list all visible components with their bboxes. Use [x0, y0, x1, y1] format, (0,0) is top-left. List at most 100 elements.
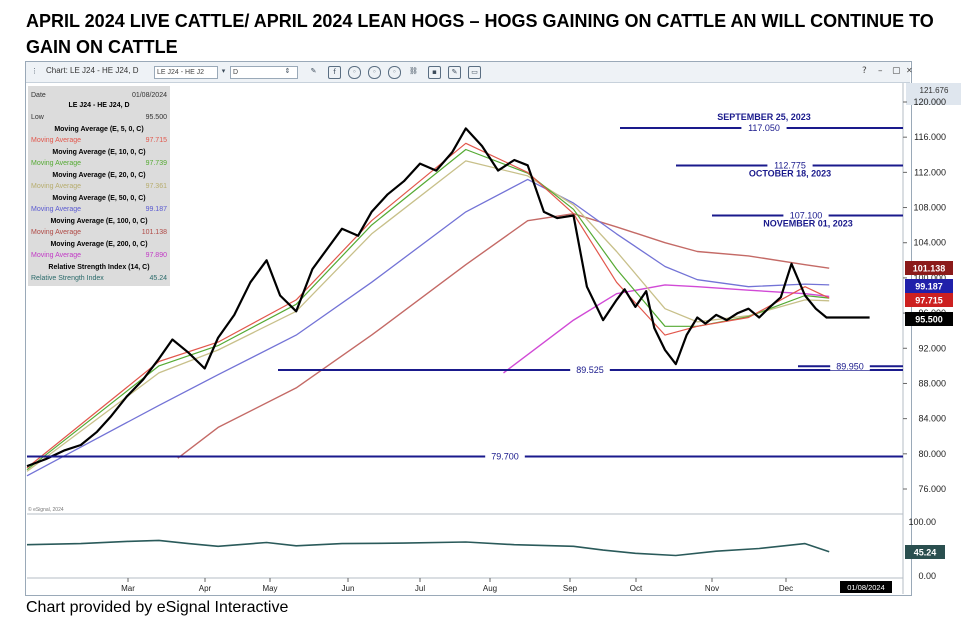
- top-right-value: 121.676: [920, 86, 949, 95]
- link-icon[interactable]: ⛓: [409, 67, 418, 75]
- rsi-badge: [905, 545, 945, 559]
- legend-ma10-title: Moving Average (E, 10, 0, C): [31, 147, 167, 158]
- esignal-watermark: © eSignal, 2024: [28, 506, 64, 513]
- legend-ma5-label: Moving Average: [31, 137, 82, 144]
- circle-icon-3[interactable]: ◦: [388, 66, 401, 79]
- legend-ma100-title-text: Moving Average (E, 100, 0, C): [50, 218, 148, 225]
- legend-ma10-title-text: Moving Average (E, 10, 0, C): [52, 149, 146, 156]
- x-tick-label-1: Apr: [199, 584, 212, 593]
- legend-ma100-title: Moving Average (E, 100, 0, C): [31, 216, 167, 227]
- legend-ma200-label: Moving Average: [31, 252, 82, 259]
- level-label-bg-3: [570, 364, 610, 375]
- legend-ma200-row: Moving Average 97.890: [31, 250, 167, 261]
- legend-ma200-title: Moving Average (E, 200, 0, C): [31, 239, 167, 250]
- interval-input[interactable]: D: [230, 66, 298, 79]
- y-tick-label-4: 104.000: [913, 238, 946, 248]
- x-tick-label-6: Sep: [563, 584, 578, 593]
- minimize-icon[interactable]: –: [878, 66, 883, 76]
- ma10-line: [26, 148, 830, 471]
- f-icon[interactable]: f: [328, 66, 341, 79]
- x-tick-label-3: Jun: [342, 584, 355, 593]
- legend-ma10-label: Moving Average: [31, 160, 82, 167]
- y-tick-label-5: 100.000: [913, 273, 946, 283]
- level-label-0: 117.050: [748, 123, 780, 133]
- legend-symbol-row: LE J24 - HE J24, D: [31, 100, 167, 111]
- legend-date-value: 01/08/2024: [131, 92, 167, 99]
- ma100-line: [177, 212, 830, 459]
- legend-ma100-row: Moving Average 101.138: [31, 227, 167, 238]
- legend-ma20-row: Moving Average 97.361: [31, 181, 167, 192]
- rsi-line: [26, 539, 830, 557]
- interval-spinner-icon[interactable]: ⇕: [284, 67, 291, 75]
- symbol-input[interactable]: LE J24 - HE J2: [154, 66, 218, 79]
- legend-rsi-title-text: Relative Strength Index (14, C): [48, 264, 150, 271]
- legend-low-value: 95.500: [145, 114, 167, 121]
- level-label-bg-2: [783, 209, 829, 220]
- y-tick-label-3: 108.000: [913, 203, 946, 213]
- level-annotation-2: NOVEMBER 01, 2023: [763, 218, 853, 228]
- value-badge-0: [905, 261, 953, 275]
- comment-icon[interactable]: ▭: [468, 66, 481, 79]
- x-tick-label-7: Oct: [630, 584, 643, 593]
- y-tick-label-1: 116.000: [914, 132, 946, 142]
- legend-ma50-value: 99.187: [145, 206, 167, 213]
- y-tick-label-2: 112.000: [914, 167, 946, 177]
- legend-ma200-title-text: Moving Average (E, 200, 0, C): [50, 241, 148, 248]
- data-legend: Date 01/08/2024 LE J24 - HE J24, D Low 9…: [28, 86, 170, 286]
- value-badge-1: [905, 279, 953, 293]
- x-tick-label-2: May: [262, 584, 277, 593]
- legend-date-label: Date: [31, 92, 46, 99]
- level-annotation-0: SEPTEMBER 25, 2023: [717, 112, 811, 122]
- level-label-1: 112.775: [774, 161, 806, 171]
- series-layer: [26, 127, 870, 557]
- legend-rsi-label: Relative Strength Index: [31, 275, 104, 282]
- save-icon[interactable]: ▪: [428, 66, 441, 79]
- legend-rsi-title: Relative Strength Index (14, C): [31, 262, 167, 273]
- chart-toolbar: ⋮ Chart: LE J24 - HE J24, D LE J24 - HE …: [26, 62, 913, 83]
- value-badge-text-3: 95.500: [915, 315, 943, 325]
- maximize-icon[interactable]: ▢: [892, 66, 901, 76]
- legend-ma20-title-text: Moving Average (E, 20, 0, C): [52, 172, 146, 179]
- headline: APRIL 2024 LIVE CATTLE/ APRIL 2024 LEAN …: [26, 11, 934, 57]
- x-tick-label-5: Aug: [483, 584, 497, 593]
- x-tick-label-10: 01/08/2024: [847, 583, 885, 592]
- symbol-dropdown-icon[interactable]: ▾: [221, 67, 226, 75]
- legend-rsi-row: Relative Strength Index 45.24: [31, 273, 167, 284]
- help-icon[interactable]: ?: [862, 66, 867, 76]
- value-badge-text-2: 97.715: [915, 296, 943, 306]
- circle-icon-2[interactable]: ◦: [368, 66, 381, 79]
- x-tick-label-0: Mar: [121, 584, 135, 593]
- close-icon[interactable]: ✕: [906, 66, 913, 75]
- level-label-3: 89.525: [576, 365, 604, 375]
- level-label-bg-0: [741, 121, 787, 132]
- value-badge-2: [905, 293, 953, 307]
- legend-ma20-title: Moving Average (E, 20, 0, C): [31, 170, 167, 181]
- chart-grip-icon[interactable]: ⋮: [31, 67, 38, 75]
- ma5-line: [26, 142, 830, 469]
- level-label-5: 79.700: [491, 451, 519, 461]
- legend-ma100-label: Moving Average: [31, 229, 82, 236]
- legend-ma50-row: Moving Average 99.187: [31, 204, 167, 215]
- ma200-line: [503, 284, 830, 374]
- y-tick-label-11: 76.000: [918, 484, 946, 494]
- circle-icon-1[interactable]: ◦: [348, 66, 361, 79]
- legend-ma50-title-text: Moving Average (E, 50, 0, C): [52, 195, 146, 202]
- legend-ma20-value: 97.361: [145, 183, 167, 190]
- x-tick-label-4: Jul: [415, 584, 425, 593]
- ma20-line: [26, 160, 830, 472]
- x-tick-date-box: [840, 581, 892, 593]
- legend-ma20-label: Moving Average: [31, 183, 82, 190]
- rsi-tick-label-0: 100.00: [908, 517, 936, 527]
- rsi-badge-text: 45.24: [914, 548, 937, 558]
- rsi-tick-label-2: 0.00: [918, 571, 936, 581]
- legend-ma10-row: Moving Average 97.739: [31, 158, 167, 169]
- edit-icon[interactable]: ✎: [448, 66, 461, 79]
- pencil-icon[interactable]: ✎: [310, 67, 317, 75]
- legend-ma200-value: 97.890: [145, 252, 167, 259]
- y-tick-label-9: 84.000: [918, 414, 946, 424]
- value-badge-3: [905, 312, 953, 326]
- y-tick-label-8: 88.000: [918, 378, 946, 388]
- legend-ma50-title: Moving Average (E, 50, 0, C): [31, 193, 167, 204]
